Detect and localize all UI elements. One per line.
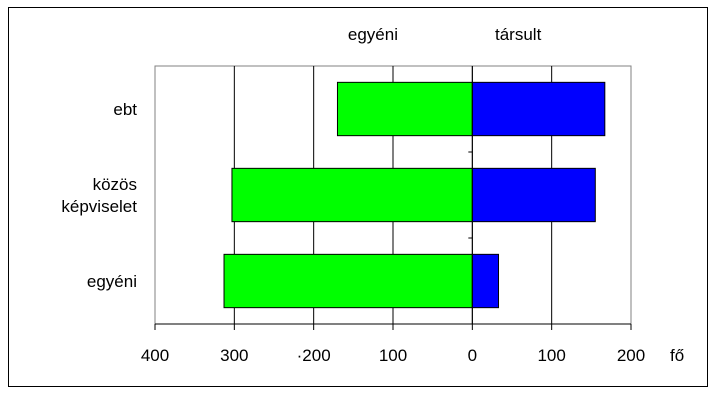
category-label: ebt bbox=[113, 100, 137, 119]
x-tick-label: ·200 bbox=[297, 346, 331, 365]
axes bbox=[154, 66, 632, 330]
legend: egyéni társult bbox=[348, 25, 542, 44]
category-labels: ebt közös képviselet egyéni bbox=[61, 100, 137, 291]
bar-right-1 bbox=[471, 167, 596, 223]
x-tick-label: 100 bbox=[537, 346, 565, 365]
x-tick-label: 0 bbox=[468, 346, 477, 365]
bar-left-1 bbox=[231, 167, 473, 223]
legend-left-label: egyéni bbox=[348, 25, 398, 44]
legend-right-label: társult bbox=[495, 25, 542, 44]
category-label: közös képviselet bbox=[61, 175, 137, 216]
bar-left-0 bbox=[336, 81, 473, 137]
tick-labels: 400 300 ·200 100 0 100 200 bbox=[141, 346, 645, 365]
bar-right-0 bbox=[471, 81, 606, 137]
x-tick-label: 100 bbox=[379, 346, 407, 365]
bar-left-2 bbox=[223, 253, 473, 309]
bars bbox=[223, 81, 606, 309]
x-tick-label: 200 bbox=[617, 346, 645, 365]
x-tick-label: 300 bbox=[220, 346, 248, 365]
category-label: egyéni bbox=[87, 272, 137, 291]
x-axis-label: fő bbox=[670, 346, 684, 365]
x-tick-label: 400 bbox=[141, 346, 169, 365]
bar-right-2 bbox=[471, 253, 500, 309]
